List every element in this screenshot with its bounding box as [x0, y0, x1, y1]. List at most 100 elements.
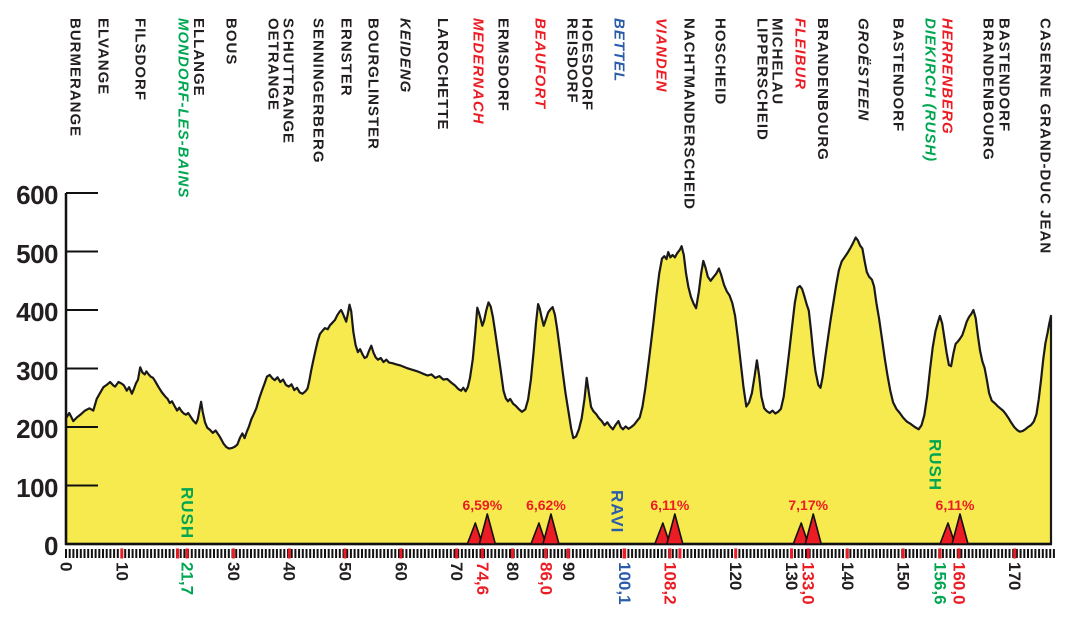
km-tick [686, 549, 689, 558]
km-tick [675, 549, 678, 558]
km-tick [616, 549, 619, 558]
km-tick [209, 549, 212, 558]
km-label: 70 [447, 562, 467, 581]
km-tick [882, 549, 885, 558]
km-tick [631, 549, 634, 558]
km-label: 50 [335, 562, 355, 581]
km-tick [597, 549, 600, 558]
km-tick [290, 549, 293, 558]
km-tick [505, 549, 508, 558]
km-tick [705, 549, 708, 558]
red-km-tick [287, 548, 291, 559]
town-label: ELLANGE [189, 18, 207, 97]
km-tick [457, 549, 460, 558]
km-tick [409, 549, 412, 558]
km-tick [372, 549, 375, 558]
red-km-tick [120, 548, 124, 559]
y-axis-label: 200 [16, 414, 58, 444]
km-tick [627, 549, 630, 558]
km-tick [483, 549, 486, 558]
km-tick [250, 549, 252, 558]
km-tick [871, 549, 874, 558]
km-tick [357, 549, 360, 558]
km-label: 90 [558, 562, 578, 581]
km-tick [113, 549, 116, 558]
km-tick [690, 549, 693, 558]
km-tick [731, 549, 733, 558]
red-km-tick [734, 548, 738, 559]
km-tick [190, 549, 193, 558]
km-tick [1001, 549, 1004, 558]
km-tick [361, 549, 363, 558]
km-tick [682, 549, 685, 558]
km-tick [146, 549, 149, 558]
km-label: 170 [1005, 562, 1025, 591]
km-tick [220, 549, 223, 558]
km-tick [460, 549, 463, 558]
sprint-label: RAVI [607, 490, 627, 534]
km-tick [335, 549, 338, 558]
grade-label: 6,59% [462, 497, 503, 513]
km-tick [553, 549, 556, 558]
km-tick [98, 549, 101, 558]
km-tick [971, 549, 974, 558]
km-tick [538, 549, 541, 558]
km-tick [771, 549, 774, 558]
km-tick [227, 549, 230, 558]
km-tick [183, 549, 186, 558]
km-tick [786, 549, 789, 558]
km-tick [982, 549, 985, 558]
km-tick [594, 549, 597, 558]
km-tick [386, 549, 389, 558]
red-km-tick [938, 548, 942, 559]
km-tick [986, 549, 989, 558]
km-tick [431, 549, 434, 558]
red-km-tick [455, 548, 459, 559]
km-tick [978, 549, 981, 558]
km-tick [435, 549, 437, 558]
km-tick [72, 549, 75, 558]
km-tick [1030, 549, 1033, 558]
km-tick [353, 549, 356, 558]
km-tick [893, 549, 896, 558]
km-tick [904, 549, 907, 558]
km-tick [261, 549, 264, 558]
km-tick [298, 549, 301, 558]
km-tick [497, 549, 500, 558]
town-label: MONDORF-LES-BAINS [174, 18, 192, 199]
town-label: CASERNE GRAND-DUC JEAN [1036, 18, 1054, 255]
climb-marker-small-triangle [939, 522, 956, 545]
km-tick [131, 549, 134, 558]
km-tick [879, 549, 881, 558]
red-km-tick [668, 548, 672, 559]
town-label: BOURGLINSTER [364, 18, 382, 150]
sprint-label: RUSH [925, 439, 945, 492]
km-tick [216, 549, 219, 558]
km-label: 130 [781, 562, 801, 591]
y-axis-label: 300 [16, 355, 58, 386]
km-label: 156,6 [930, 562, 950, 605]
km-tick [620, 549, 622, 558]
km-tick [1004, 549, 1007, 558]
town-label: GROËSTEEN [854, 18, 872, 122]
town-label: NACHTMANDERSCHEID [680, 18, 698, 210]
km-tick [164, 549, 167, 558]
km-label: 150 [893, 562, 913, 591]
km-tick [509, 549, 511, 558]
red-km-tick [789, 548, 793, 559]
red-km-tick [623, 548, 627, 559]
km-tick [161, 549, 164, 558]
km-tick [1034, 549, 1037, 558]
km-tick [960, 549, 963, 558]
km-tick [79, 549, 82, 558]
km-tick [238, 549, 241, 558]
km-tick [294, 549, 297, 558]
km-tick [1019, 549, 1022, 558]
town-label: BOUS [222, 18, 240, 66]
km-tick [945, 549, 948, 558]
km-tick [990, 549, 992, 558]
km-tick [886, 549, 889, 558]
km-label: 60 [391, 562, 411, 581]
km-tick [527, 549, 530, 558]
km-label: 80 [502, 562, 522, 581]
